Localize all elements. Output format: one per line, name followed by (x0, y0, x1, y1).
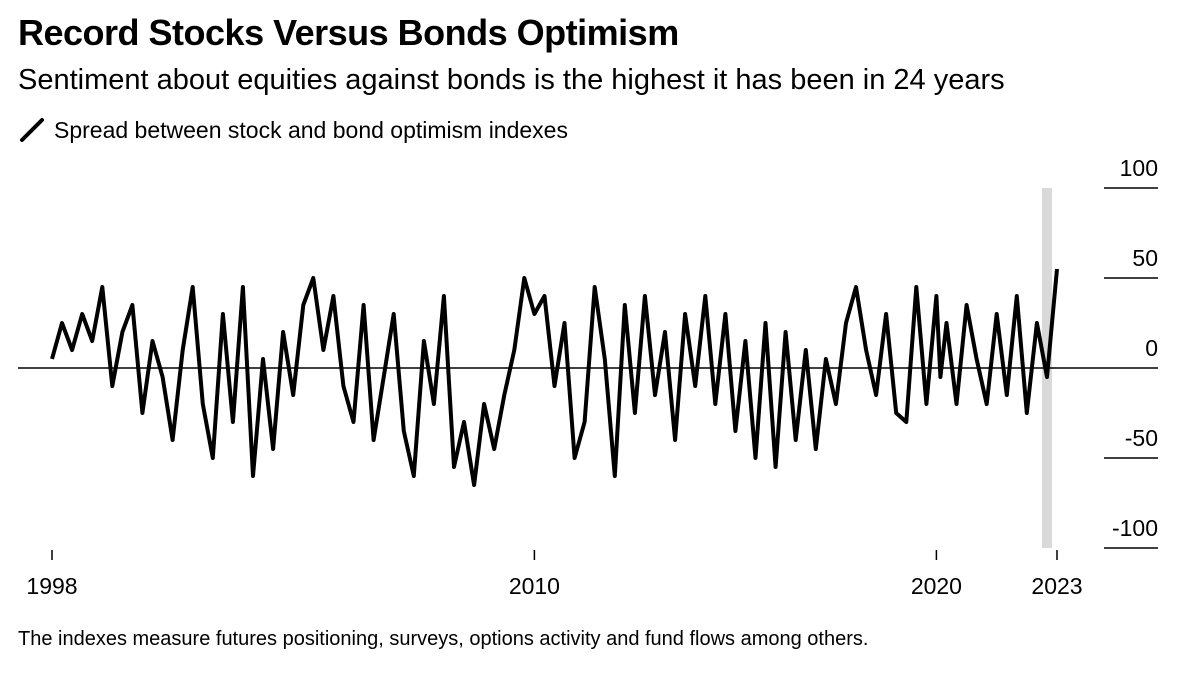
line-swatch-icon (20, 118, 44, 142)
legend-label: Spread between stock and bond optimism i… (54, 116, 568, 143)
x-tick-label: 2010 (509, 573, 560, 599)
chart-title: Record Stocks Versus Bonds Optimism (18, 12, 679, 53)
y-tick-label: 50 (1132, 245, 1158, 271)
chart-subtitle: Sentiment about equities against bonds i… (18, 64, 1005, 96)
legend: Spread between stock and bond optimism i… (18, 116, 568, 144)
y-tick-label: 0 (1145, 335, 1158, 361)
series-line (50, 268, 1059, 487)
chart-footnote: The indexes measure futures positioning,… (18, 628, 869, 650)
x-tick-label: 2023 (1031, 573, 1082, 599)
x-tick-label: 2020 (911, 573, 962, 599)
y-tick-label: -100 (1112, 515, 1158, 541)
y-tick-label: 100 (1120, 155, 1158, 181)
y-tick-label: -50 (1125, 425, 1158, 451)
x-tick-label: 1998 (26, 573, 77, 599)
